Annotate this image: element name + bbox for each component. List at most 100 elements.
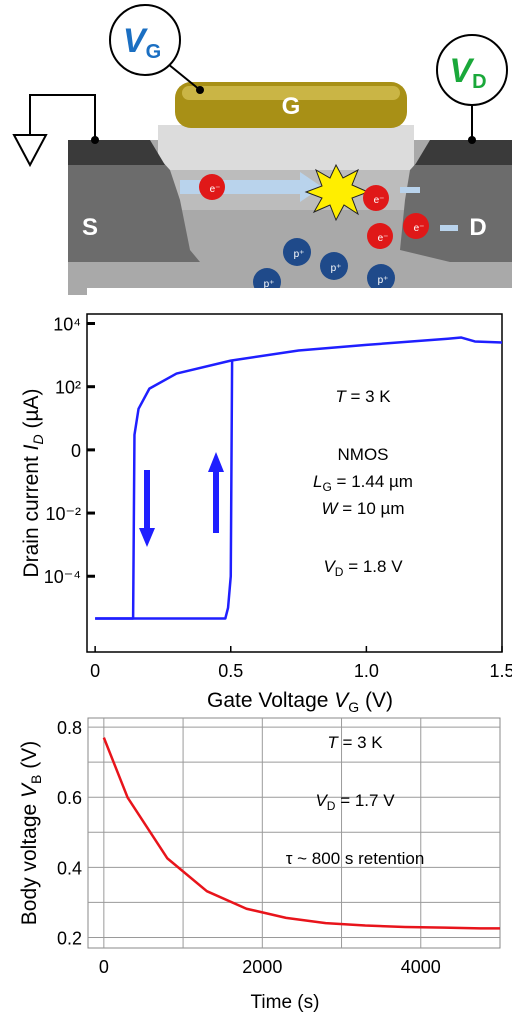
label-part: (µA) xyxy=(20,388,43,434)
gate-bubble xyxy=(109,4,181,76)
ann-part: W xyxy=(321,499,339,518)
label-part: D xyxy=(30,434,46,444)
hole xyxy=(367,264,395,292)
hole-label: p⁺ xyxy=(378,275,389,286)
gate-wire xyxy=(167,63,201,91)
y-tick-label: 0.4 xyxy=(57,858,82,878)
y-tick-label: 0 xyxy=(71,441,81,461)
device-schematic: G S D e⁻ e⁻ e⁻ e⁻ p⁺ p⁺ p⁺ p⁺ xyxy=(12,4,512,296)
x-tick-label: 4000 xyxy=(401,957,441,977)
label-part: V xyxy=(334,689,350,712)
source-region xyxy=(68,148,200,262)
plot-frame xyxy=(87,717,501,949)
ann-part: D xyxy=(327,799,336,813)
annotation: VD = 1.7 V xyxy=(315,791,395,813)
subscript: D xyxy=(472,71,486,93)
ann-part: T xyxy=(327,733,339,752)
drain-contact xyxy=(415,140,512,165)
ground-wire xyxy=(29,94,96,140)
label-part: (V) xyxy=(359,689,393,712)
electron-label: e⁻ xyxy=(210,184,221,195)
hole-label: p⁺ xyxy=(331,263,342,274)
chart-1: 0 2000 4000 0.2 0.4 0.6 0.8 xyxy=(57,718,500,977)
gate-highlight xyxy=(182,86,400,100)
gate-voltage-label: VG xyxy=(123,22,161,63)
ann-part: T xyxy=(335,387,347,406)
label-part: B xyxy=(28,775,44,784)
electron xyxy=(403,213,429,239)
ann-part: = 3 K xyxy=(338,733,384,752)
chart-0: 0 0.5 1.0 1.5 10⁴ 10² 0 10⁻² 10⁻⁴ xyxy=(44,315,512,681)
drain-region xyxy=(400,148,512,262)
y-axis-label: Body voltage VB (V) xyxy=(18,741,44,925)
source-contact xyxy=(68,140,165,165)
arrow-head xyxy=(139,528,155,547)
x-tick-label: 1.5 xyxy=(489,661,512,681)
contact-dot xyxy=(196,86,204,94)
electron xyxy=(367,223,393,249)
label-part: I xyxy=(20,444,43,450)
arrow-head xyxy=(208,452,224,472)
plot-frame xyxy=(86,313,503,653)
ann-part: NMOS xyxy=(338,445,389,464)
symbol: V xyxy=(123,22,149,60)
y-axis-label: Drain current ID (µA) xyxy=(20,388,46,577)
subscript: G xyxy=(146,41,162,63)
electron-path-arrow xyxy=(180,180,300,194)
label-part: Gate Voltage xyxy=(207,689,334,712)
annotation: VD = 1.8 V xyxy=(323,557,403,579)
ann-part: = 3 K xyxy=(346,387,392,406)
x-tick-label: 1.0 xyxy=(354,661,379,681)
electron-label: e⁻ xyxy=(414,223,425,234)
electron xyxy=(199,174,225,200)
source-label: S xyxy=(82,214,98,241)
data-line xyxy=(95,336,503,620)
y-tick-label: 0.2 xyxy=(57,928,82,948)
hole xyxy=(320,252,348,280)
annotation: NMOS xyxy=(338,445,389,464)
hole-label: p⁺ xyxy=(294,249,305,260)
arrow-head xyxy=(300,172,322,202)
drain-voltage-label: VD xyxy=(449,52,486,93)
ann-part: = 10 µm xyxy=(338,499,405,518)
electron-label: e⁻ xyxy=(374,195,385,206)
annotation: T = 3 K xyxy=(335,387,391,406)
ann-part: = 1.44 µm xyxy=(332,472,413,491)
y-tick-label: 10⁴ xyxy=(53,315,81,335)
y-tick-label: 10⁻⁴ xyxy=(44,567,81,587)
contact-dot xyxy=(468,136,476,144)
hole xyxy=(283,238,311,266)
label-part: V xyxy=(18,782,41,798)
symbol: V xyxy=(449,52,475,90)
electrons: e⁻ e⁻ e⁻ e⁻ xyxy=(199,174,429,249)
label-part: Time (s) xyxy=(251,992,320,1013)
gate-label: G xyxy=(282,93,301,120)
plot-cover xyxy=(87,288,512,314)
electron-label: e⁻ xyxy=(378,233,389,244)
ann-part: V xyxy=(315,791,328,810)
y-tick-label: 10⁻² xyxy=(45,504,81,524)
ann-part: = 1.7 V xyxy=(335,791,395,810)
y-tick-label: 0.8 xyxy=(57,718,82,738)
data-line xyxy=(95,360,234,620)
drain-label: D xyxy=(469,214,486,241)
ann-part: G xyxy=(322,480,331,494)
impact-ionization xyxy=(304,163,370,222)
label-part: Drain current xyxy=(20,450,43,577)
x-tick-label: 2000 xyxy=(242,957,282,977)
electron xyxy=(363,185,389,211)
gate-oxide xyxy=(158,125,414,170)
drain-bubble xyxy=(436,34,508,106)
hole-label: p⁺ xyxy=(264,279,275,290)
ann-part: D xyxy=(335,565,344,579)
x-axis-label: Time (s) xyxy=(251,992,320,1013)
contact-dot xyxy=(91,136,99,144)
ann-part: = 1.8 V xyxy=(343,557,403,576)
x-tick-label: 0 xyxy=(99,957,109,977)
x-tick-label: 0 xyxy=(90,661,100,681)
ann-part: L xyxy=(313,472,322,491)
y-tick-label: 0.6 xyxy=(57,788,82,808)
x-tick-label: 0.5 xyxy=(218,661,243,681)
